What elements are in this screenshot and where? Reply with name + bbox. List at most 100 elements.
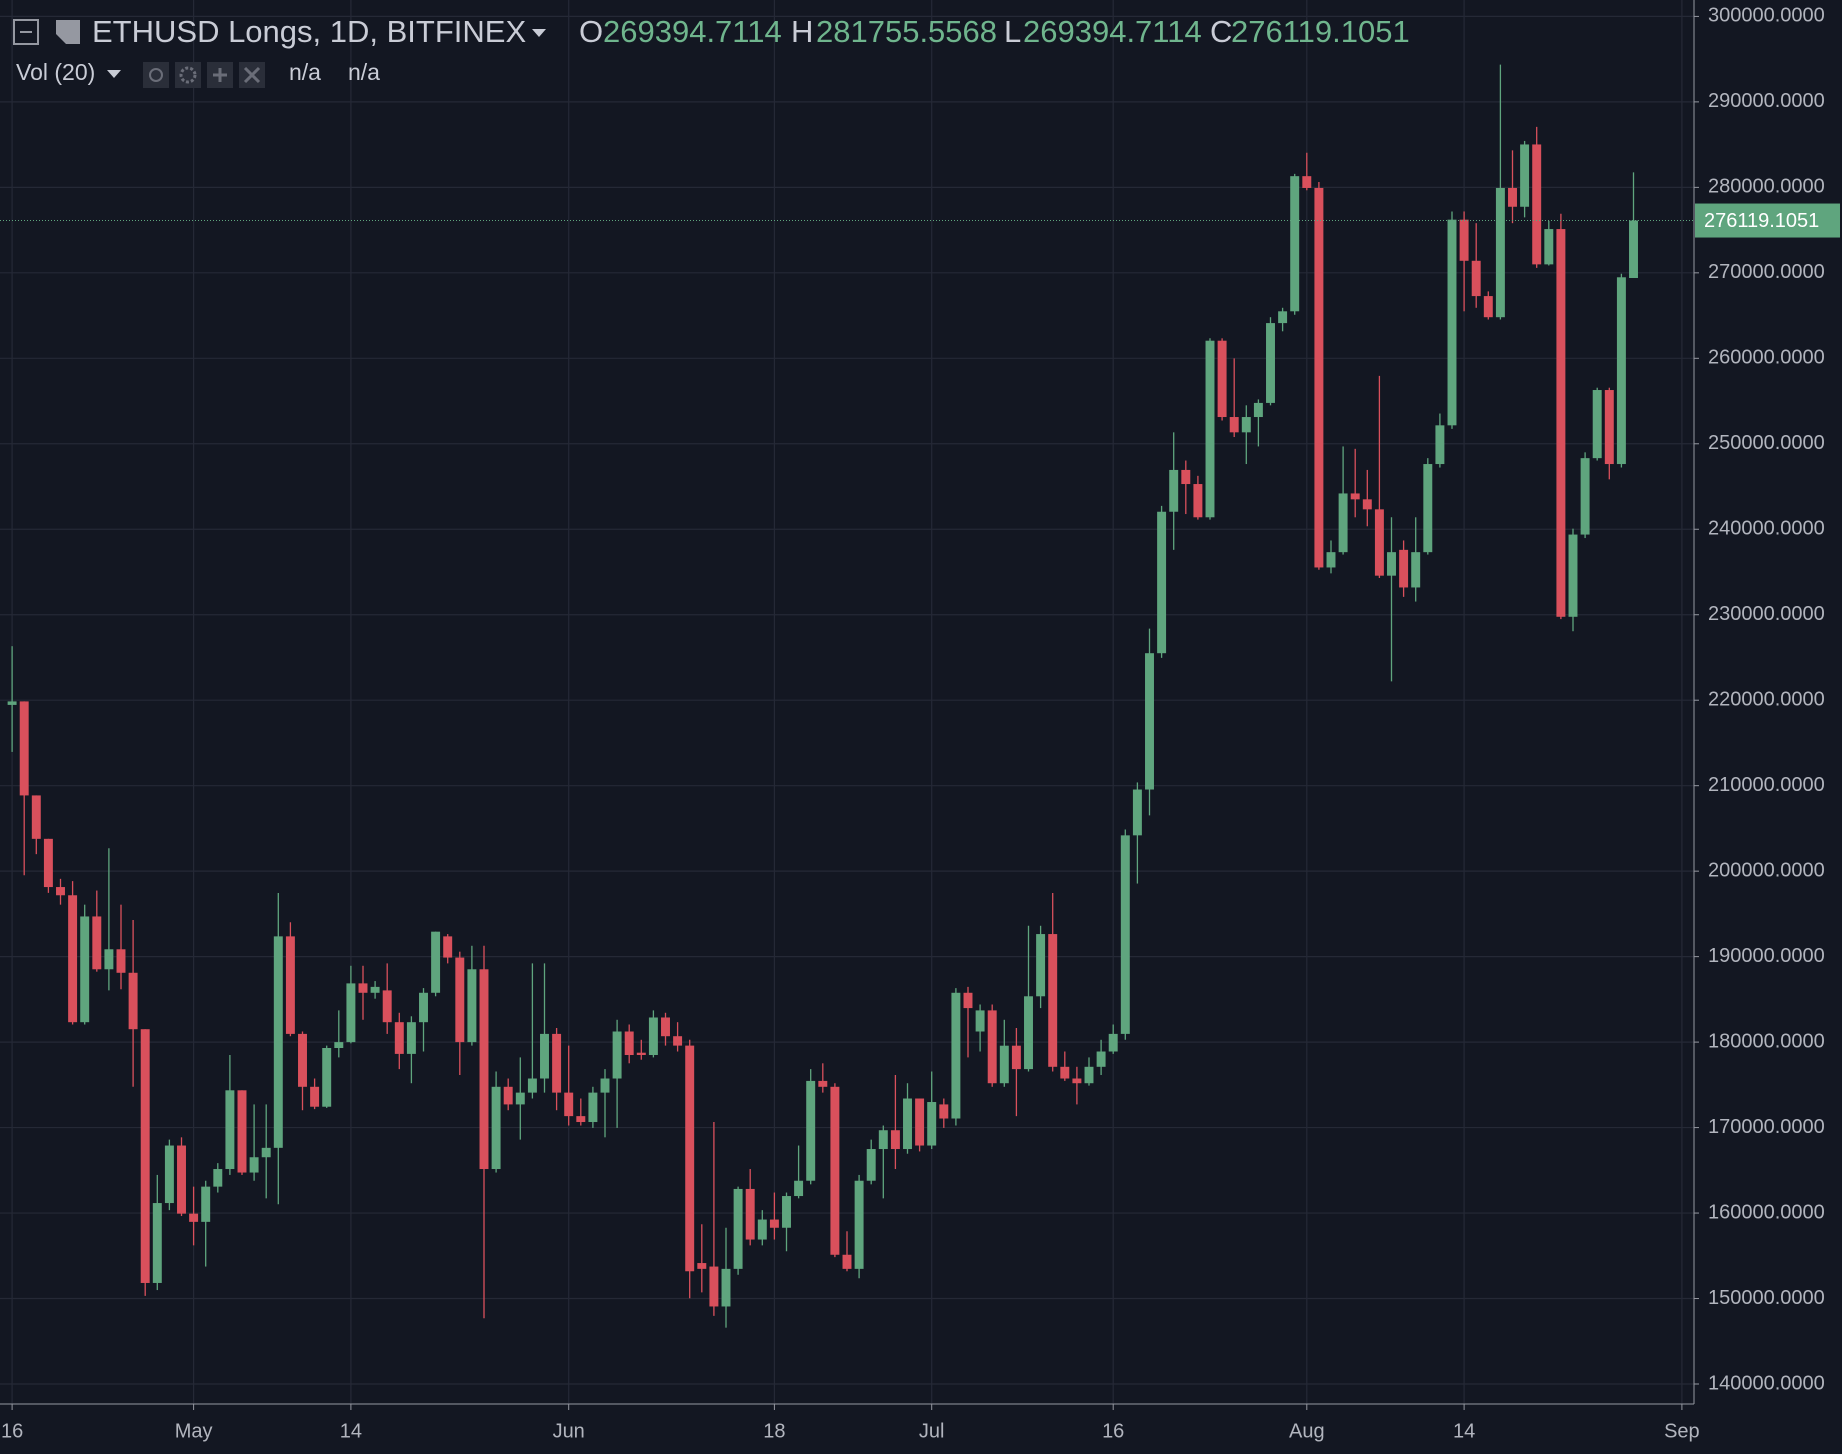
- candle-body: [1205, 340, 1215, 518]
- candle-body: [152, 1203, 162, 1283]
- candle-body: [624, 1031, 634, 1056]
- collapse-icon[interactable]: [13, 19, 39, 45]
- candle-body: [491, 1086, 501, 1170]
- x-tick-label: 16: [1102, 1420, 1124, 1442]
- candle-body: [1435, 425, 1445, 465]
- y-tick-label: 230000.0000: [1708, 603, 1825, 625]
- candle-body: [382, 990, 392, 1023]
- candle-body: [1495, 187, 1505, 318]
- y-tick-label: 180000.0000: [1708, 1030, 1825, 1052]
- candle-body: [709, 1266, 719, 1307]
- chart-title: ETHUSD Longs, 1D, BITFINEX: [92, 14, 526, 49]
- candle-body: [1362, 499, 1372, 510]
- indicator-dropdown[interactable]: [107, 70, 121, 78]
- candle-body: [1217, 340, 1227, 418]
- candle-body: [673, 1036, 683, 1046]
- candle-body: [1132, 789, 1142, 836]
- candle-body: [1387, 552, 1396, 576]
- y-tick-label: 140000.0000: [1708, 1372, 1825, 1394]
- candle-body: [1471, 260, 1481, 297]
- y-tick-label: 280000.0000: [1708, 176, 1825, 198]
- candle-body: [1314, 187, 1324, 568]
- candle-body: [261, 1147, 271, 1158]
- eye-icon: [149, 68, 163, 82]
- y-tick-label: 260000.0000: [1708, 347, 1825, 369]
- last-price-label: 276119.1051: [1704, 210, 1819, 232]
- candle-body: [540, 1033, 549, 1079]
- candle-body: [987, 1010, 997, 1084]
- candle-body: [757, 1219, 767, 1240]
- indicator-value: n/a: [289, 59, 321, 85]
- candle-body: [1193, 484, 1203, 518]
- candle-body: [999, 1045, 1009, 1084]
- candle-body: [1508, 187, 1517, 207]
- candle-body: [1604, 390, 1614, 465]
- y-tick-label: 190000.0000: [1708, 945, 1825, 967]
- candle-body: [116, 949, 126, 973]
- candle-body: [1302, 176, 1312, 188]
- candle-body: [1544, 229, 1554, 265]
- candle-body: [467, 969, 477, 1043]
- candle-body: [878, 1130, 888, 1150]
- candle-body: [19, 701, 29, 796]
- y-tick-label: 290000.0000: [1708, 90, 1825, 112]
- candle-body: [406, 1022, 416, 1054]
- candle-body: [1350, 493, 1360, 500]
- candle-body: [1266, 323, 1275, 403]
- y-tick-label: 220000.0000: [1708, 688, 1825, 710]
- y-tick-label: 170000.0000: [1708, 1116, 1825, 1138]
- candle-body: [527, 1078, 537, 1093]
- candle-body: [249, 1157, 259, 1173]
- symbol-flag-icon: [56, 20, 80, 44]
- candle-body: [1181, 469, 1191, 485]
- candle-body: [43, 838, 53, 888]
- candle-body: [576, 1116, 586, 1123]
- candle-body: [346, 983, 356, 1043]
- candle-body: [854, 1180, 864, 1269]
- candle-body: [273, 936, 283, 1148]
- candle-body: [515, 1092, 525, 1105]
- candle-body: [1568, 534, 1578, 617]
- y-tick-label: 150000.0000: [1708, 1287, 1825, 1309]
- candle-body: [68, 895, 78, 1023]
- y-tick-label: 200000.0000: [1708, 859, 1825, 881]
- candle-body: [1011, 1045, 1021, 1070]
- candle-body: [903, 1098, 912, 1150]
- candle-body: [769, 1219, 779, 1228]
- candle-body: [201, 1186, 211, 1222]
- candle-body: [358, 983, 368, 993]
- settings-button[interactable]: [175, 62, 201, 88]
- candle-body: [939, 1104, 949, 1119]
- candle-body: [104, 949, 114, 970]
- x-tick-label: Sep: [1664, 1420, 1700, 1442]
- x-tick-label: 14: [1453, 1420, 1475, 1442]
- plus-icon: [213, 68, 227, 82]
- candle-body: [322, 1047, 332, 1107]
- candle-body: [794, 1180, 804, 1197]
- candle-body: [1580, 458, 1590, 535]
- title-dropdown[interactable]: [532, 29, 546, 37]
- candle-body: [189, 1213, 199, 1222]
- candle-body: [31, 795, 41, 839]
- visibility-button[interactable]: [143, 62, 169, 88]
- candle-body: [1447, 219, 1457, 426]
- candle-body: [140, 1029, 150, 1283]
- candle-body: [1278, 311, 1288, 324]
- candle-body: [1532, 144, 1542, 265]
- candle-body: [1241, 417, 1251, 433]
- candle-body: [1483, 296, 1493, 318]
- ohlc-value: 269394.7114: [1023, 14, 1202, 49]
- candle-body: [479, 969, 489, 1170]
- candle-body: [1399, 549, 1409, 588]
- candle-body: [1024, 996, 1033, 1070]
- candle-body: [443, 936, 453, 958]
- x-tick-label: 18: [763, 1420, 785, 1442]
- indicator-value: n/a: [348, 59, 380, 85]
- candle-body: [636, 1052, 646, 1056]
- candle-body: [237, 1090, 247, 1173]
- candle-body: [1253, 402, 1263, 418]
- y-tick-label: 240000.0000: [1708, 518, 1825, 540]
- candle-body: [564, 1092, 574, 1117]
- candle-body: [552, 1033, 562, 1093]
